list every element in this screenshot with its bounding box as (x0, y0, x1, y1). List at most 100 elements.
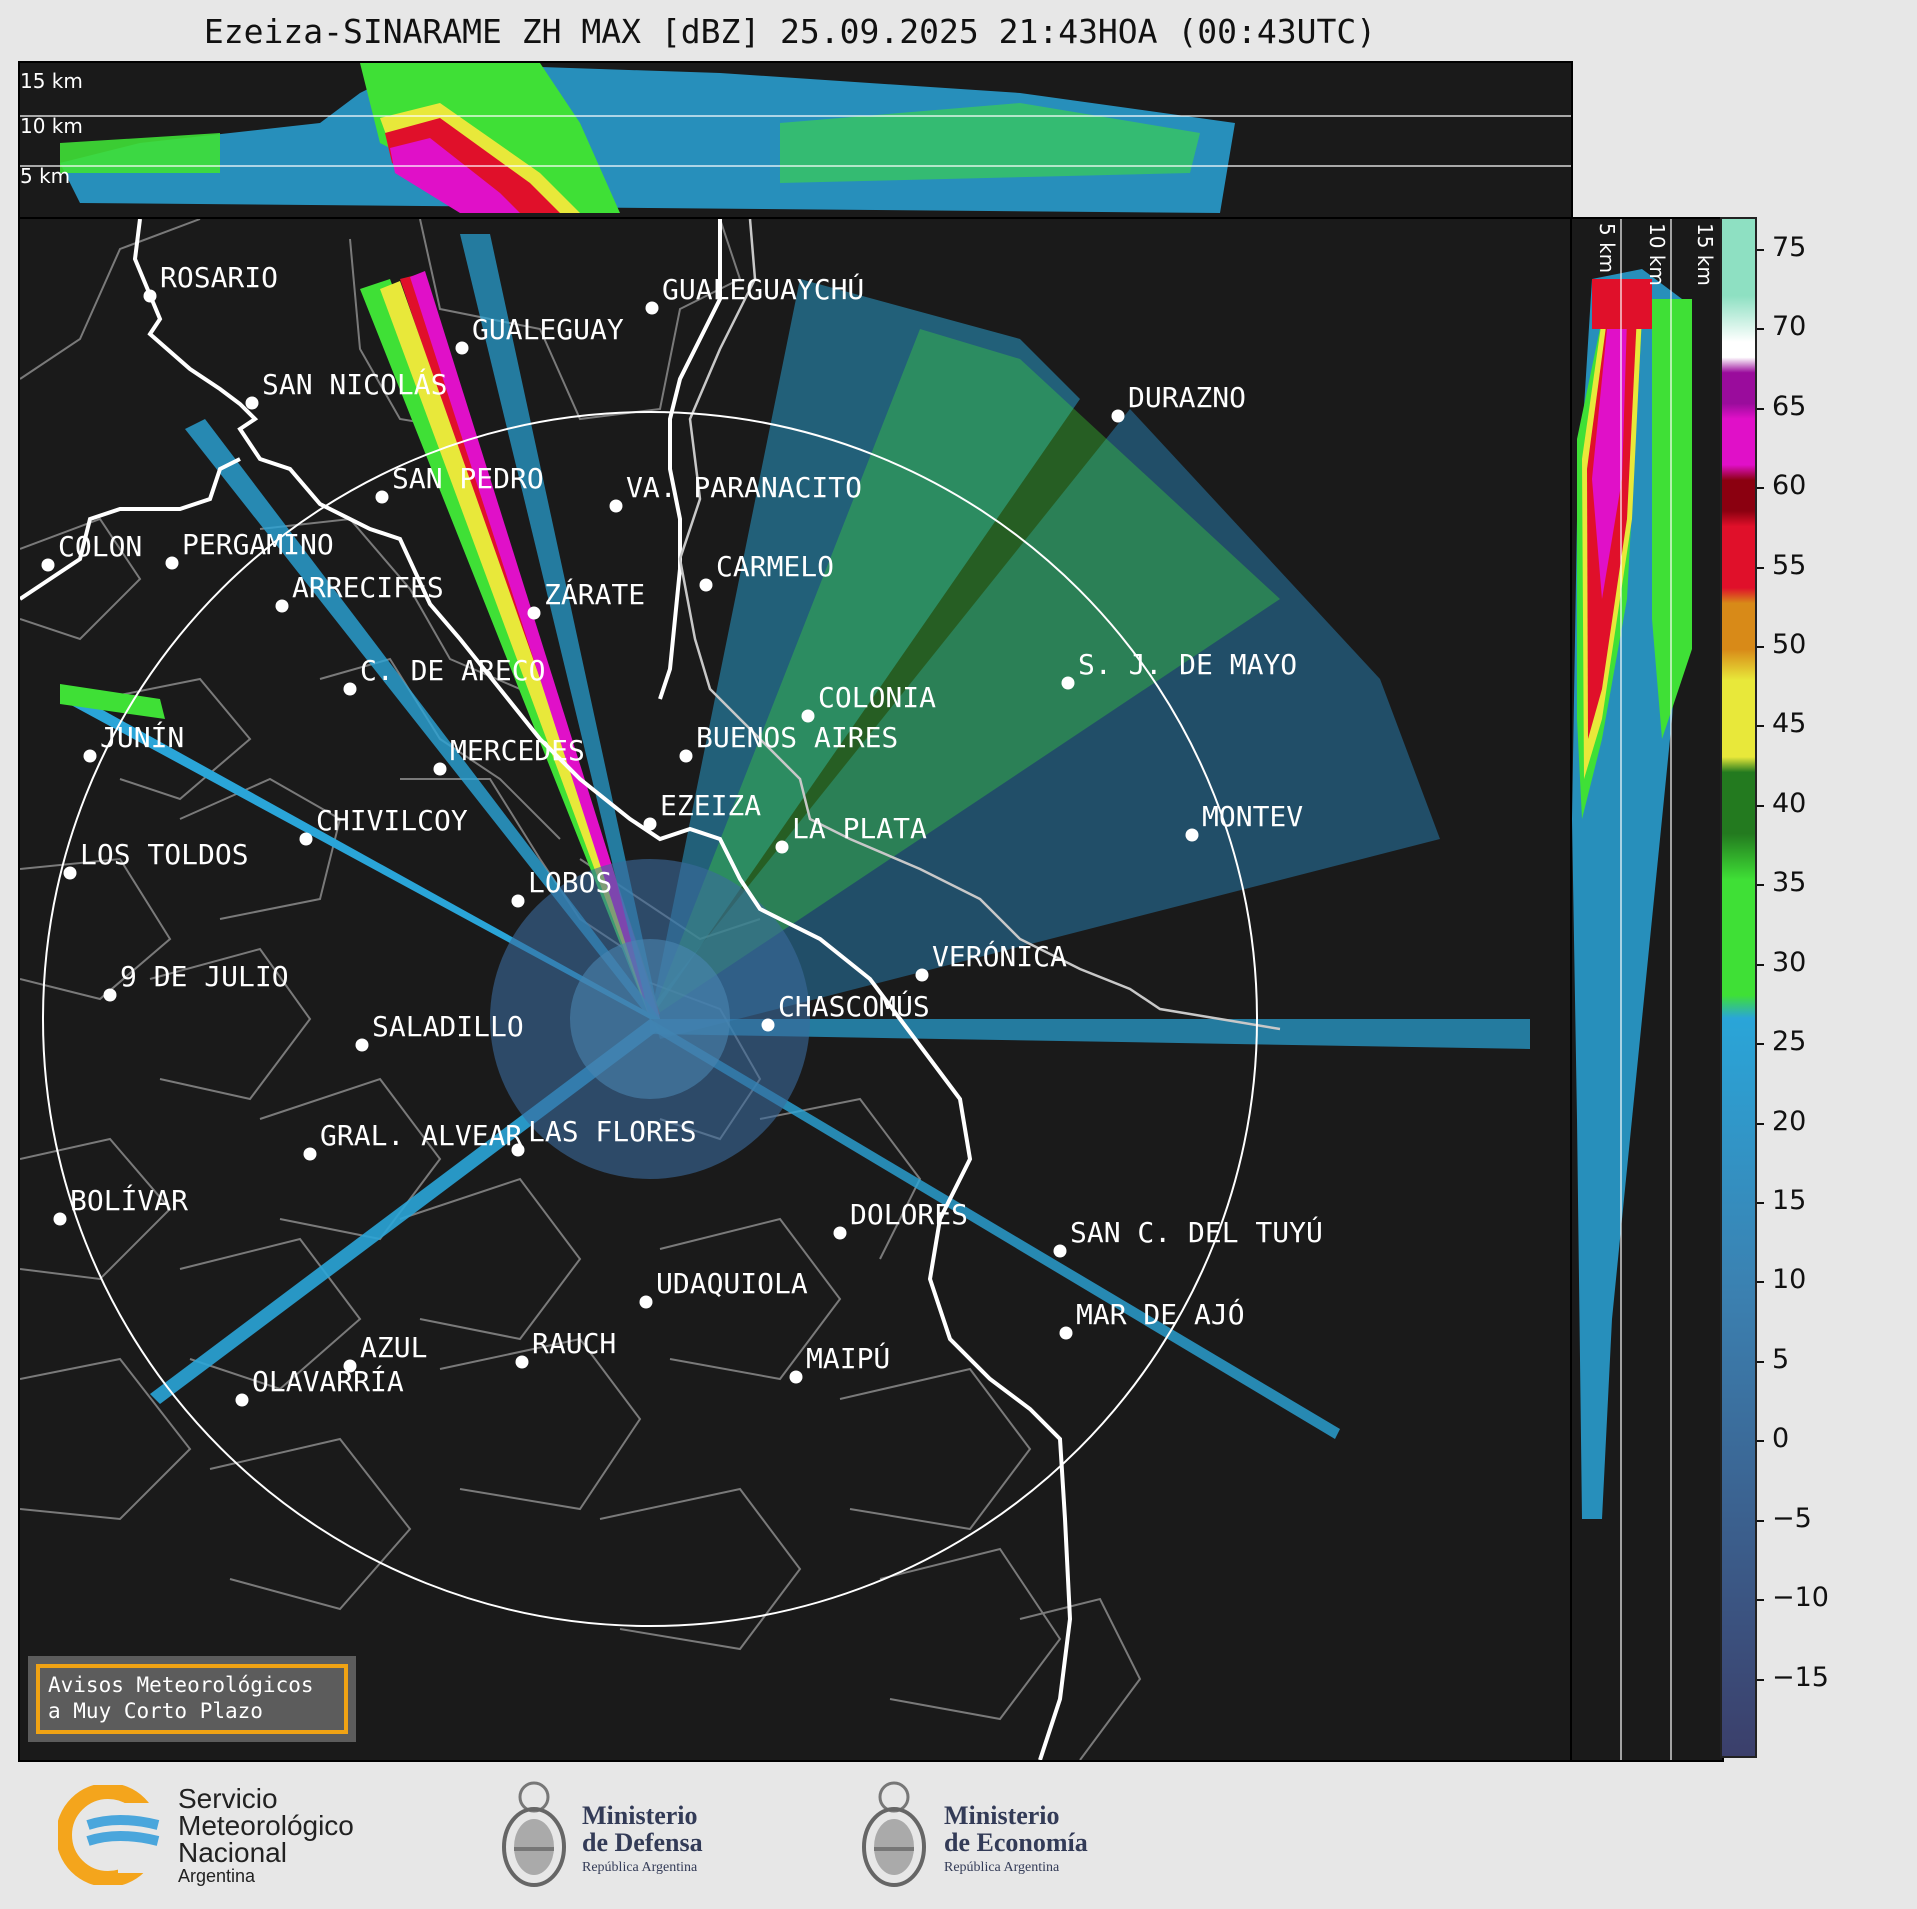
colorbar-tick-label: −15 (1772, 1661, 1829, 1693)
city-label: AZUL (360, 1331, 427, 1364)
radar-map[interactable]: ROSARIO GUALEGUAYCHÚ GUALEGUAY SAN NICOLÁS D… (18, 217, 1573, 1762)
city-marker[interactable] (355, 1038, 369, 1052)
colorbar-tick-label: 70 (1772, 311, 1807, 343)
city-marker[interactable] (511, 894, 525, 908)
city-label: EZEIZA (660, 789, 761, 822)
city-label: S. J. DE MAYO (1078, 648, 1297, 681)
city-marker[interactable] (643, 817, 657, 831)
smn-line-2: Meteorológico (178, 1810, 354, 1841)
defensa-line-1: Ministerio (582, 1801, 698, 1830)
colorbar-ticks: 75 70 65 60 55 50 45 40 35 30 25 20 15 10 5 0 −5 −10 −15 (1757, 217, 1860, 1758)
city-label: LAS FLORES (528, 1115, 697, 1148)
range-ring (42, 411, 1258, 1627)
city-marker[interactable] (789, 1370, 803, 1384)
colorbar-tick-label: 60 (1772, 470, 1807, 502)
city-label: COLONIA (818, 681, 936, 714)
city-marker[interactable] (235, 1393, 249, 1407)
city-label: ROSARIO (160, 261, 278, 294)
smn-line-3: Nacional (178, 1837, 287, 1868)
city-marker[interactable] (433, 762, 447, 776)
warning-box[interactable]: Avisos Meteorológicos a Muy Corto Plazo (28, 1656, 356, 1742)
city-marker[interactable] (1185, 828, 1199, 842)
city-marker[interactable] (515, 1355, 529, 1369)
city-marker[interactable] (1061, 676, 1075, 690)
colorbar (1720, 217, 1757, 1758)
city-marker[interactable] (1053, 1244, 1067, 1258)
top-cross-section: 15 km 10 km 5 km (18, 61, 1573, 220)
chart-title: Ezeiza-SINARAME ZH MAX [dBZ] 25.09.2025 … (203, 12, 1377, 51)
colorbar-tick-label: 0 (1772, 1423, 1790, 1455)
city-marker[interactable] (343, 1359, 357, 1373)
city-label: MONTEV (1202, 800, 1303, 833)
city-marker[interactable] (761, 1018, 775, 1032)
city-label: CHIVILCOY (316, 804, 468, 837)
city-marker[interactable] (103, 988, 117, 1002)
city-marker[interactable] (83, 749, 97, 763)
city-label: SAN NICOLÁS (262, 367, 447, 401)
city-marker[interactable] (303, 1147, 317, 1161)
city-marker[interactable] (299, 832, 313, 846)
economia-line-3: República Argentina (944, 1860, 1060, 1875)
city-marker[interactable] (245, 396, 259, 410)
side-km-label: 15 km (1693, 223, 1717, 286)
colorbar-tick-label: −10 (1772, 1582, 1829, 1614)
warning-line-2: a Muy Corto Plazo (48, 1699, 263, 1723)
colorbar-tick-label: 5 (1772, 1343, 1790, 1375)
city-label: GUALEGUAY (472, 313, 624, 346)
city-marker[interactable] (343, 682, 357, 696)
coat-of-arms-icon (502, 1781, 566, 1887)
warning-box-text: Avisos Meteorológicos a Muy Corto Plazo (36, 1664, 348, 1734)
city-marker[interactable] (63, 866, 77, 880)
city-label: MAIPÚ (806, 1341, 890, 1375)
city-label: GRAL. ALVEAR (320, 1119, 522, 1152)
city-marker[interactable] (143, 289, 157, 303)
smn-line-4: Argentina (178, 1866, 256, 1886)
side-km-label: 5 km (1595, 223, 1619, 273)
city-marker[interactable] (1111, 409, 1125, 423)
colorbar-tick-label: 30 (1772, 946, 1807, 978)
city-marker[interactable] (679, 749, 693, 763)
city-label: UDAQUIOLA (656, 1267, 808, 1300)
colorbar-tick-label: 40 (1772, 787, 1807, 819)
city-marker[interactable] (53, 1212, 67, 1226)
colorbar-tick-label: 50 (1772, 628, 1807, 660)
colorbar-tick-label: 65 (1772, 390, 1807, 422)
city-marker[interactable] (915, 968, 929, 982)
colorbar-tick-label: 45 (1772, 708, 1807, 740)
city-marker[interactable] (41, 558, 55, 572)
defensa-line-2: de Defensa (582, 1828, 703, 1857)
city-marker[interactable] (275, 599, 289, 613)
city-label: 9 DE JULIO (120, 960, 289, 993)
city-marker[interactable] (455, 341, 469, 355)
smn-line-1: Servicio (178, 1783, 278, 1814)
city-label: SAN C. DEL TUYÚ (1070, 1215, 1323, 1249)
city-marker[interactable] (775, 840, 789, 854)
city-marker[interactable] (639, 1295, 653, 1309)
city-marker[interactable] (609, 499, 623, 513)
city-label: BOLÍVAR (70, 1183, 188, 1217)
city-marker[interactable] (645, 301, 659, 315)
city-label: LA PLATA (792, 812, 927, 845)
city-marker[interactable] (511, 1143, 525, 1157)
city-marker[interactable] (801, 709, 815, 723)
economia-line-1: Ministerio (944, 1801, 1060, 1830)
city-marker[interactable] (165, 556, 179, 570)
city-marker[interactable] (833, 1226, 847, 1240)
radar-echoes (60, 234, 1530, 1439)
city-marker[interactable] (699, 578, 713, 592)
city-label: VA. PARANACITO (626, 471, 862, 504)
city-label: SALADILLO (372, 1010, 524, 1043)
city-label: DOLORES (850, 1198, 968, 1231)
city-marker[interactable] (1059, 1326, 1073, 1340)
colorbar-tick-label: 10 (1772, 1264, 1807, 1296)
colorbar-tick-label: 15 (1772, 1184, 1807, 1216)
colorbar-tick-label: 35 (1772, 867, 1807, 899)
borders-uruguay (678, 219, 1281, 1031)
city-label: ZÁRATE (544, 577, 645, 611)
city-label: JUNÍN (100, 720, 184, 754)
city-label: COLON (58, 530, 142, 563)
colorbar-tick-label: −5 (1772, 1502, 1812, 1534)
city-marker[interactable] (375, 490, 389, 504)
city-label: CARMELO (716, 550, 834, 583)
city-marker[interactable] (527, 606, 541, 620)
